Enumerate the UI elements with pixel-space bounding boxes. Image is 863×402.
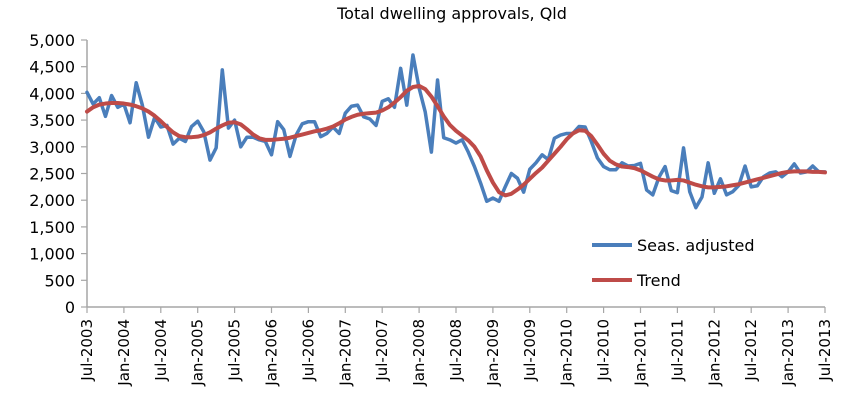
chart-title: Total dwelling approvals, Qld <box>336 4 567 23</box>
x-tick-label: Jul-2011 <box>668 319 686 382</box>
x-tick-label: Jan-2010 <box>558 319 576 387</box>
x-tick-label: Jul-2007 <box>373 319 391 382</box>
y-tick-label: 1,000 <box>29 245 75 264</box>
y-tick-label: 1,500 <box>29 218 75 237</box>
x-tick-label: Jul-2013 <box>816 319 834 382</box>
x-tick-label: Jan-2007 <box>336 319 354 387</box>
y-tick-label: 2,000 <box>29 191 75 210</box>
y-tick-label: 5,000 <box>29 31 75 50</box>
legend: Seas. adjusted Trend <box>592 236 754 290</box>
series-line-seas-adjusted <box>85 53 827 210</box>
x-axis: Jul-2003 Jan-2004 Jul-2004 Jan-2005 Jul-2005… <box>78 306 834 387</box>
x-tick-label: Jul-2012 <box>742 319 760 382</box>
x-tick-label: Jul-2005 <box>226 319 244 382</box>
x-tick-label: Jan-2011 <box>632 319 650 387</box>
x-tick-label: Jul-2003 <box>78 319 96 382</box>
y-tick-label: 4,500 <box>29 58 75 77</box>
x-tick-label: Jan-2005 <box>189 319 207 387</box>
y-tick-label: 0 <box>65 298 75 317</box>
x-tick-label: Jan-2013 <box>779 319 797 387</box>
x-tick-label: Jul-2004 <box>152 319 170 382</box>
x-tick-label: Jan-2012 <box>705 319 723 387</box>
y-tick-label: 3,500 <box>29 111 75 130</box>
legend-label-seas-adjusted: Seas. adjusted <box>637 236 754 255</box>
series-line-trend <box>85 83 827 198</box>
y-tick-label: 2,500 <box>29 165 75 184</box>
x-tick-label: Jul-2009 <box>521 319 539 382</box>
x-tick-label: Jul-2006 <box>299 319 317 382</box>
x-tick-label: Jan-2009 <box>484 319 502 387</box>
legend-label-trend: Trend <box>636 271 681 290</box>
y-tick-label: 4,000 <box>29 84 75 103</box>
y-axis: 0 500 1,000 1,500 2,000 2,500 3,000 3,500 4,000 4… <box>29 31 88 317</box>
series-layer <box>85 53 827 210</box>
x-tick-label: Jan-2004 <box>115 319 133 387</box>
x-tick-label: Jul-2008 <box>447 319 465 382</box>
y-tick-label: 500 <box>44 271 75 290</box>
x-tick-label: Jan-2008 <box>410 319 428 387</box>
y-tick-label: 3,000 <box>29 138 75 157</box>
x-tick-label: Jul-2010 <box>595 319 613 382</box>
x-tick-label: Jan-2006 <box>263 319 281 387</box>
